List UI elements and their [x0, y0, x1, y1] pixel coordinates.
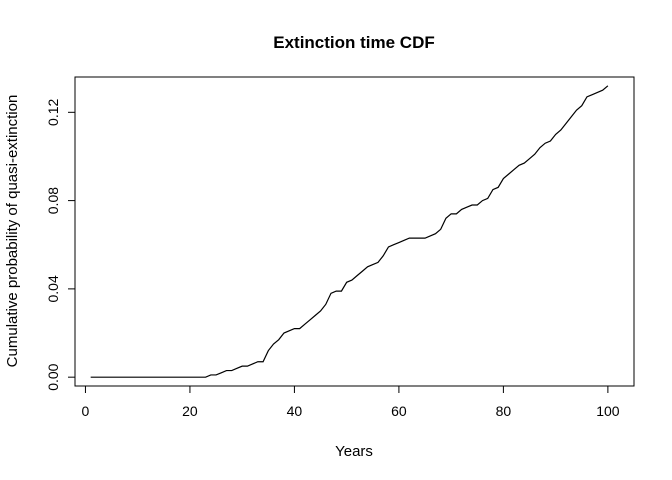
x-axis: 0 20 40 60 80 100 — [82, 385, 620, 419]
y-axis-label: Cumulative probability of quasi-extincti… — [4, 95, 21, 368]
y-tick-label: 0.08 — [45, 187, 61, 214]
y-tick-label: 0.00 — [45, 363, 61, 390]
x-tick-label: 80 — [496, 403, 512, 419]
x-tick-label: 100 — [596, 403, 620, 419]
x-tick-label: 40 — [287, 403, 303, 419]
cdf-series-line — [90, 85, 609, 378]
x-tick-label: 60 — [391, 403, 407, 419]
x-tick-label: 0 — [82, 403, 90, 419]
plot-frame — [74, 76, 635, 387]
x-axis-label: Years — [335, 443, 373, 460]
x-tick-label: 20 — [182, 403, 198, 419]
y-tick-label: 0.12 — [45, 98, 61, 125]
y-tick-label: 0.04 — [45, 275, 61, 302]
chart-title: Extinction time CDF — [273, 33, 435, 52]
y-axis: 0.00 0.04 0.08 0.12 — [45, 98, 76, 391]
